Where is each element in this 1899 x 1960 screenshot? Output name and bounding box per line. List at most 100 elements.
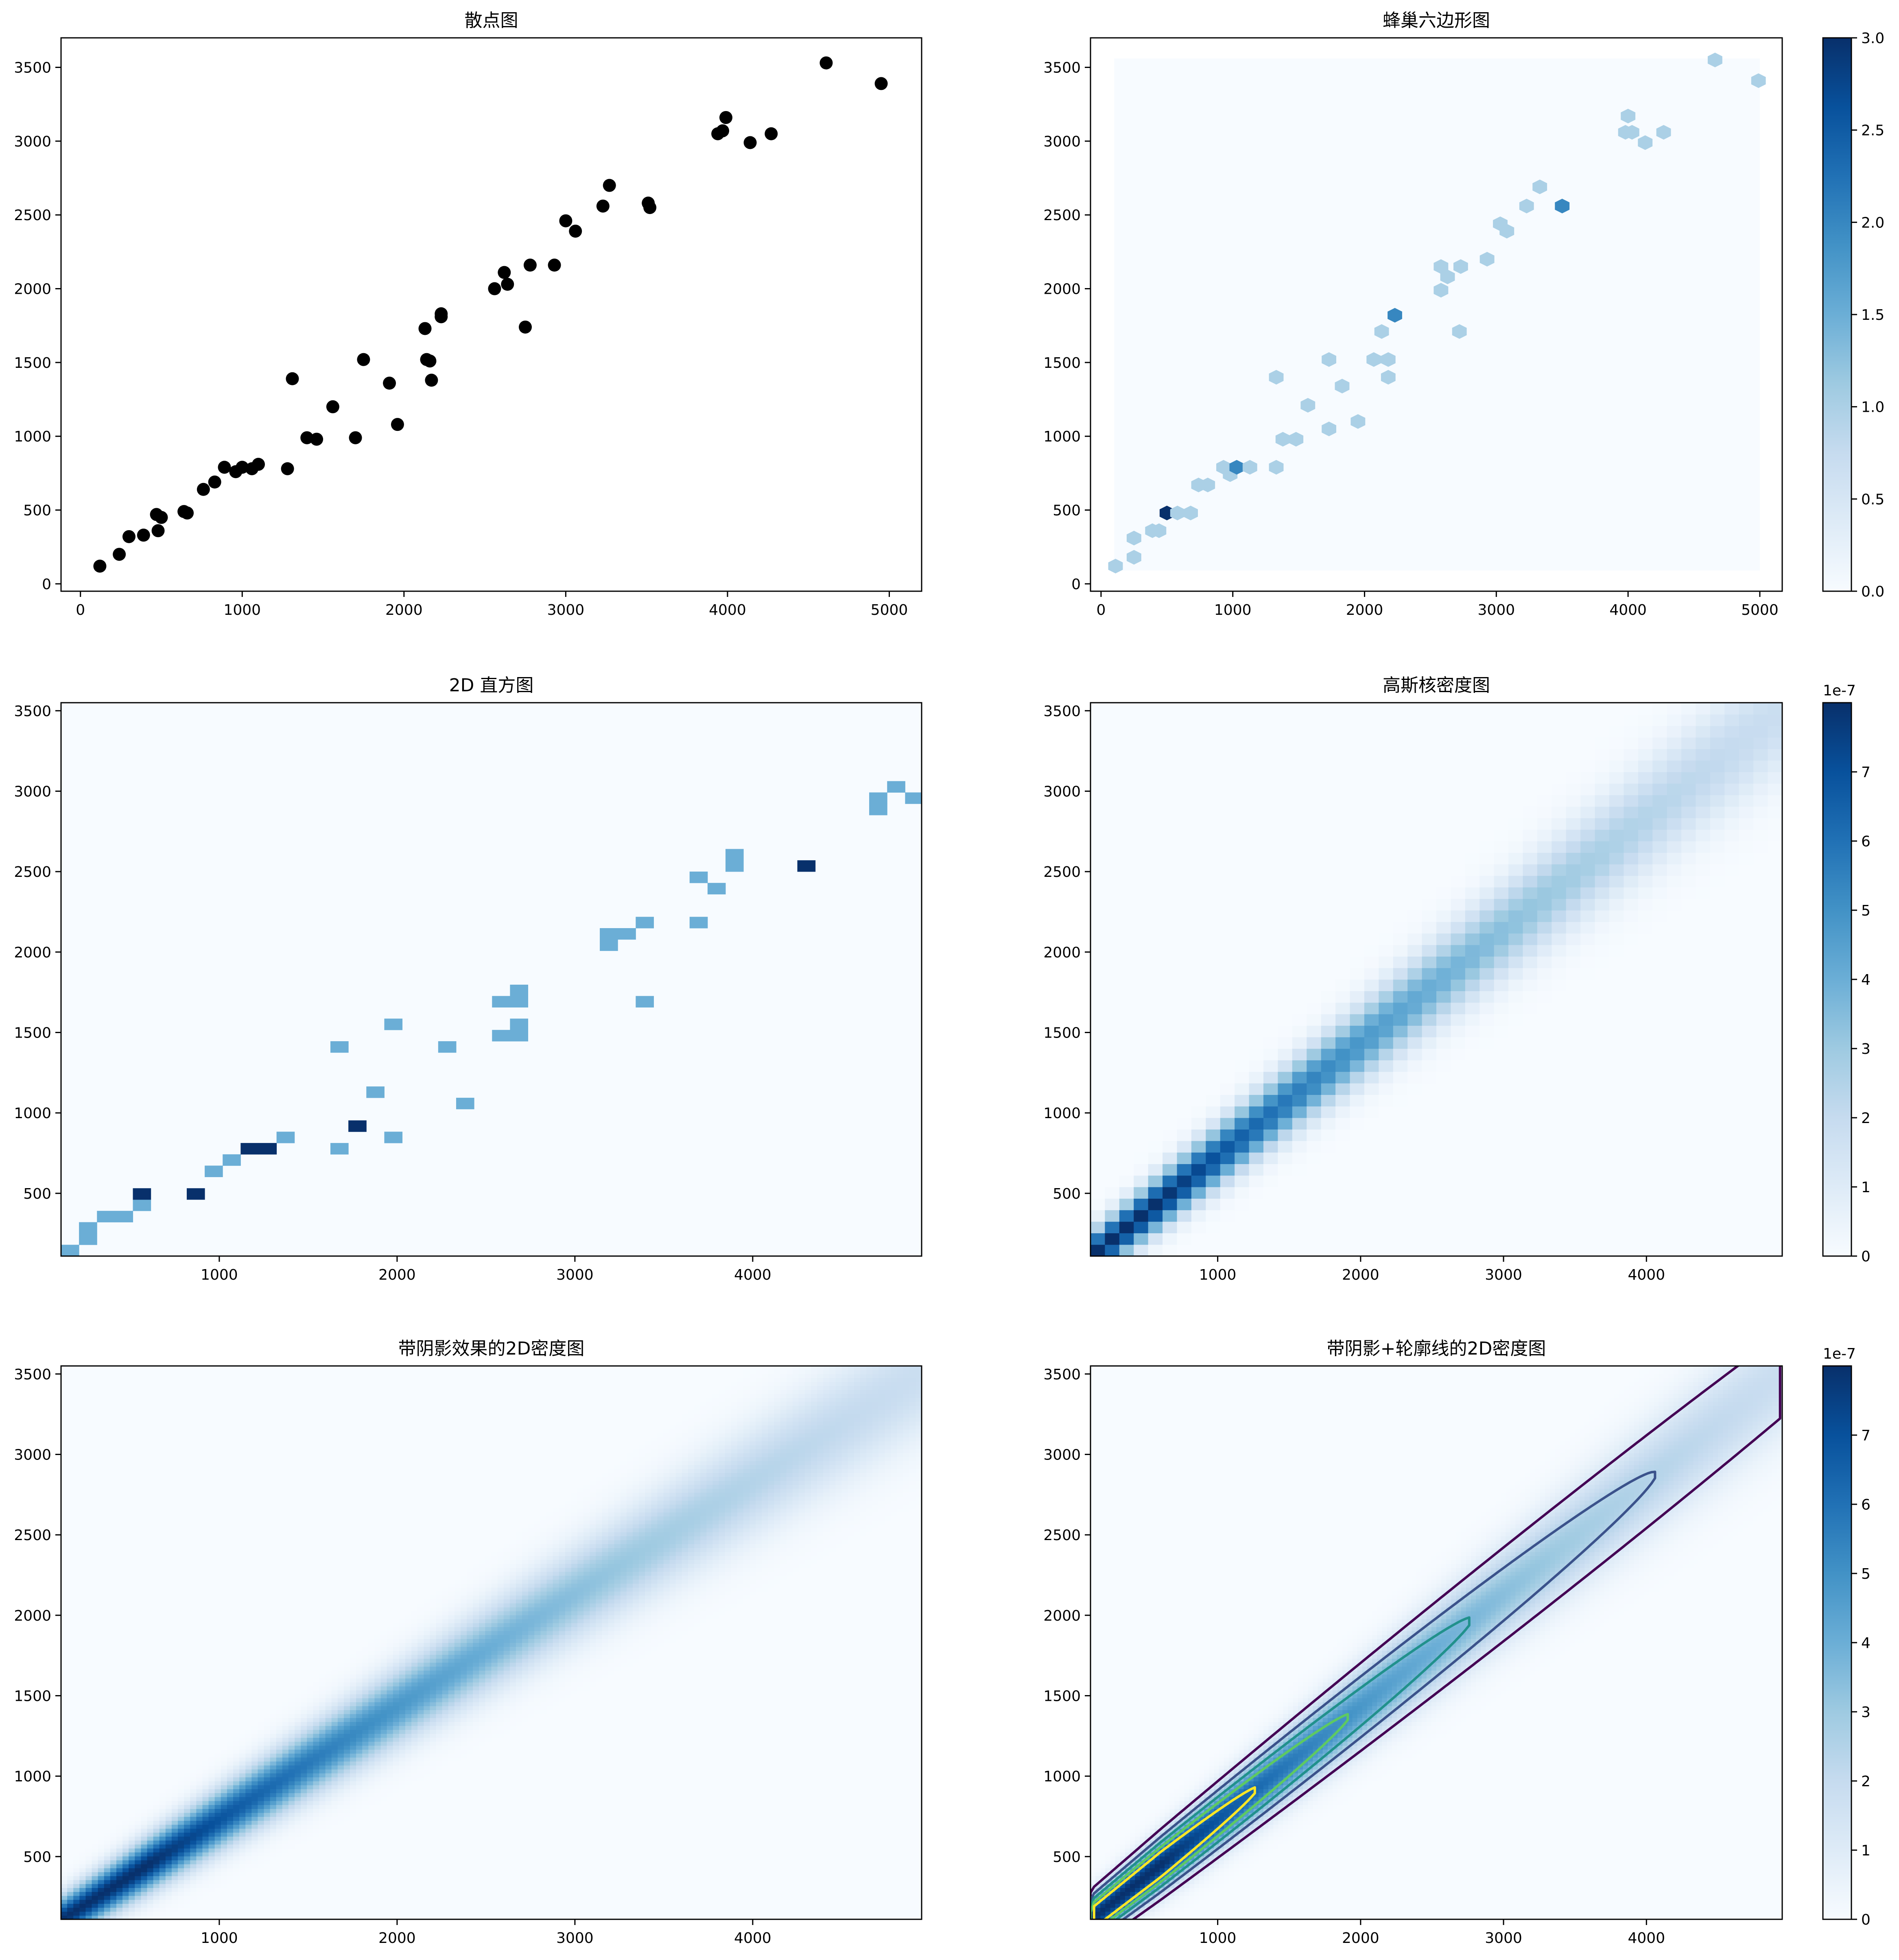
density-cell <box>135 1686 142 1691</box>
kde-cell <box>1595 1025 1610 1038</box>
kde-cell <box>1278 956 1293 968</box>
density-cell <box>159 1809 166 1813</box>
density-cell <box>141 1634 148 1639</box>
kde-cell <box>1177 968 1192 980</box>
density-cell <box>116 1528 123 1532</box>
density-cell <box>67 1868 74 1873</box>
kde-cell <box>1119 829 1134 841</box>
density-cell <box>153 1409 160 1414</box>
kde-cell <box>1393 1025 1408 1038</box>
density-cell <box>147 1390 154 1394</box>
density-cell <box>153 1385 160 1390</box>
density-cell <box>153 1666 160 1671</box>
kde-cell <box>1177 725 1192 738</box>
density-cell <box>159 1512 166 1516</box>
density-cell <box>98 1828 105 1833</box>
kde-cell <box>1148 1118 1163 1130</box>
kde-cell <box>1422 737 1437 749</box>
density-cell <box>92 1733 98 1738</box>
kde-cell <box>1451 864 1466 876</box>
kde-cell <box>1739 933 1754 945</box>
kde-cell <box>1148 1164 1163 1176</box>
kde-cell <box>1278 725 1293 738</box>
kde-cell <box>1710 841 1725 853</box>
kde-cell <box>1220 1141 1235 1153</box>
density-cell <box>116 1911 123 1916</box>
density-cell <box>85 1729 92 1734</box>
density-cell <box>92 1737 98 1742</box>
density-cell <box>116 1520 123 1525</box>
density-cell <box>165 1856 172 1861</box>
kde-cell <box>1451 1187 1466 1199</box>
kde-cell <box>1638 760 1653 772</box>
density-cell <box>147 1733 154 1738</box>
kde-cell <box>1134 749 1149 761</box>
density-cell <box>79 1536 86 1540</box>
kde-cell <box>1177 864 1192 876</box>
density-cell <box>79 1761 86 1766</box>
density-cell <box>147 1425 154 1430</box>
density-cell <box>85 1508 92 1513</box>
density-cell <box>61 1824 68 1829</box>
kde-cell <box>1451 979 1466 991</box>
density-cell <box>104 1864 111 1868</box>
density-cell <box>122 1781 129 1785</box>
density-cell <box>98 1911 105 1916</box>
kde-cell <box>1407 795 1423 807</box>
density-cell <box>98 1615 105 1619</box>
density-cell <box>159 1575 166 1580</box>
density-cell <box>79 1745 86 1750</box>
kde-cell <box>1609 1071 1624 1084</box>
density-cell <box>67 1437 74 1442</box>
y-tick-label: 1000 <box>14 1105 51 1122</box>
density-cell <box>135 1599 142 1604</box>
kde-cell <box>1105 945 1120 957</box>
kde-cell <box>1566 887 1581 899</box>
density-cell <box>147 1630 154 1635</box>
density-cell <box>129 1670 135 1675</box>
kde-cell <box>1739 1233 1754 1245</box>
kde-cell <box>1090 1002 1106 1014</box>
density-cell <box>110 1595 117 1599</box>
kde-cell <box>1292 795 1307 807</box>
density-cell <box>147 1726 154 1730</box>
kde-cell <box>1566 1071 1581 1084</box>
density-cell <box>98 1722 105 1726</box>
density-cell <box>141 1500 148 1505</box>
kde-cell <box>1206 725 1221 738</box>
density-cell <box>159 1405 166 1410</box>
density-cell <box>67 1643 74 1647</box>
density-cell <box>98 1441 105 1446</box>
density-cell <box>61 1480 68 1485</box>
kde-cell <box>1235 1175 1250 1187</box>
density-cell <box>153 1405 160 1410</box>
kde-cell <box>1638 1198 1653 1211</box>
density-cell <box>159 1824 166 1829</box>
histogram-bin <box>276 1132 295 1143</box>
density-cell <box>104 1907 111 1912</box>
density-cell <box>122 1686 129 1691</box>
kde-cell <box>1537 968 1552 980</box>
kde-cell <box>1090 933 1106 945</box>
density-cell <box>110 1611 117 1615</box>
kde-cell <box>1681 772 1696 784</box>
density-cell <box>104 1433 111 1438</box>
density-cell <box>116 1678 123 1682</box>
kde-cell <box>1263 933 1278 945</box>
y-tick-label: 2000 <box>1043 944 1081 961</box>
density-cell <box>79 1856 86 1861</box>
density-cell <box>85 1595 92 1599</box>
kde-cell <box>1609 829 1624 841</box>
density-cell <box>98 1888 105 1892</box>
kde-cell <box>1177 1014 1192 1026</box>
kde-cell <box>1638 933 1653 945</box>
density-cell <box>79 1595 86 1599</box>
kde-cell <box>1379 703 1394 715</box>
density-cell <box>159 1816 166 1821</box>
density-cell <box>98 1702 105 1707</box>
density-cell <box>135 1579 142 1584</box>
density-cell <box>141 1903 148 1908</box>
kde-cell <box>1364 1014 1379 1026</box>
kde-cell <box>1523 922 1538 934</box>
density-cell <box>153 1789 160 1793</box>
